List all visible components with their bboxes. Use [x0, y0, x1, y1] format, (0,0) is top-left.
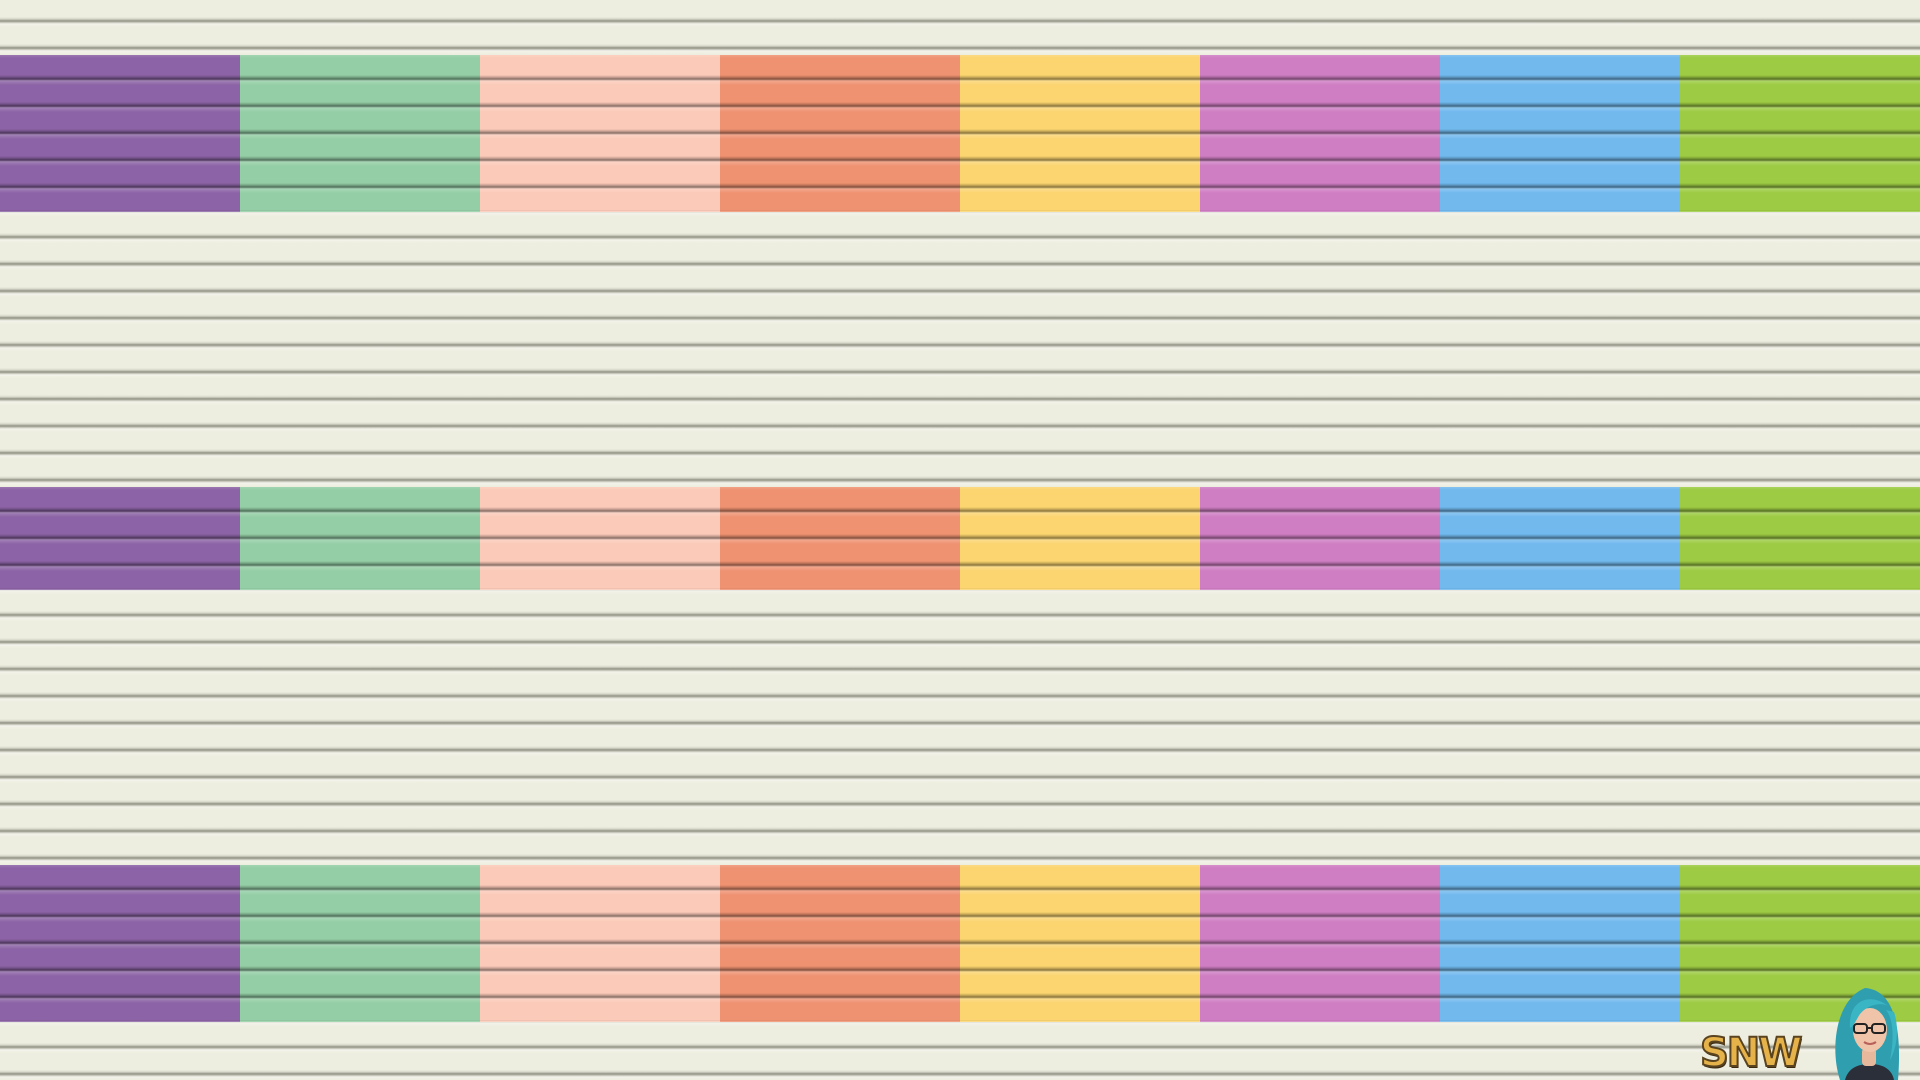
stripe-mint-green	[240, 487, 480, 590]
stripe-mint-green	[240, 865, 480, 1022]
stripe-coral	[720, 487, 960, 590]
stripe-sky-blue	[1440, 487, 1680, 590]
snw-logo-text: SNW	[1699, 1029, 1803, 1077]
stripe-purple	[0, 487, 240, 590]
stripe-lime-green	[1680, 55, 1920, 212]
stripe-orchid	[1200, 55, 1440, 212]
stripe-coral	[720, 55, 960, 212]
stripe-mint-green	[240, 55, 480, 212]
color-band-top	[0, 55, 1920, 212]
color-band-middle	[0, 487, 1920, 590]
stripe-yellow	[960, 865, 1200, 1022]
color-band-bottom	[0, 865, 1920, 1022]
stripe-orchid	[1200, 487, 1440, 590]
stripe-yellow	[960, 55, 1200, 212]
stripe-peach	[480, 865, 720, 1022]
stripe-peach	[480, 55, 720, 212]
stripe-orchid	[1200, 865, 1440, 1022]
snw-watermark: SNW	[1699, 970, 1920, 1080]
stripe-sky-blue	[1440, 55, 1680, 212]
stripe-sky-blue	[1440, 865, 1680, 1022]
stripe-yellow	[960, 487, 1200, 590]
stripe-purple	[0, 55, 240, 212]
stripe-coral	[720, 865, 960, 1022]
stripe-lime-green	[1680, 487, 1920, 590]
stripe-peach	[480, 487, 720, 590]
stripe-purple	[0, 865, 240, 1022]
avatar-icon	[1835, 988, 1900, 1080]
